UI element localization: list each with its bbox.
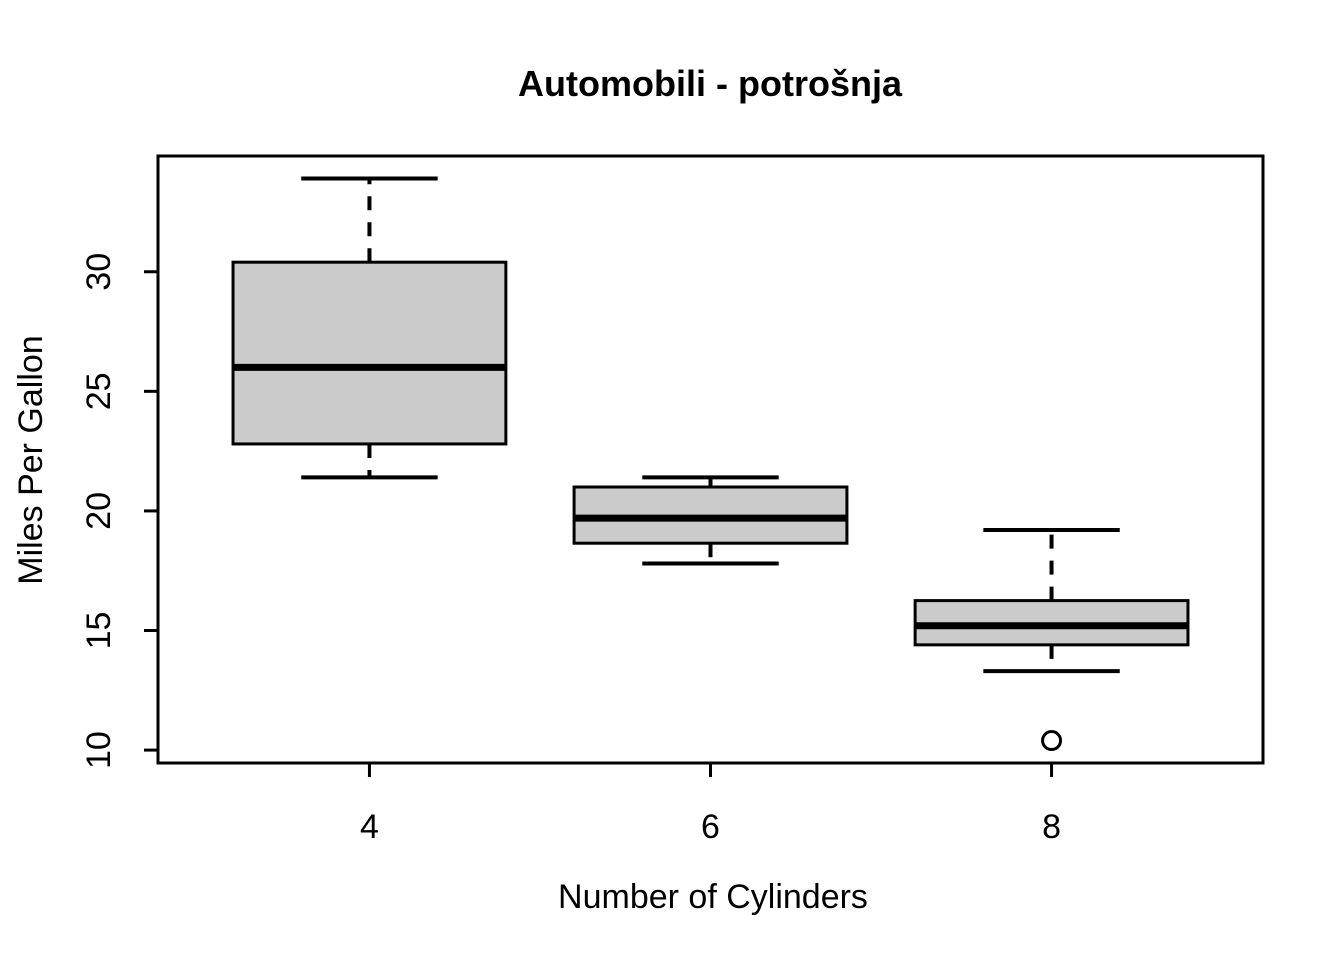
x-tick-label: 6 (701, 808, 720, 846)
y-tick-label: 20 (80, 492, 118, 530)
y-tick-label: 30 (80, 253, 118, 291)
x-tick-label: 8 (1042, 808, 1061, 846)
chart-title: Automobili - potrošnja (518, 63, 903, 104)
y-tick-label: 15 (80, 612, 118, 650)
box-4cyl (231, 176, 508, 480)
x-tick-label: 4 (360, 808, 379, 846)
box-6cyl (572, 475, 849, 566)
box-8cyl (913, 528, 1190, 752)
x-axis-label: Number of Cylinders (558, 878, 868, 916)
y-axis-label: Miles Per Gallon (12, 335, 50, 584)
y-tick-label: 10 (80, 731, 118, 769)
y-tick-label: 25 (80, 372, 118, 410)
outlier-point (1041, 730, 1063, 752)
iqr-box (231, 260, 508, 446)
plot-area: 10 15 20 25 30 4 6 8 (80, 154, 1265, 846)
